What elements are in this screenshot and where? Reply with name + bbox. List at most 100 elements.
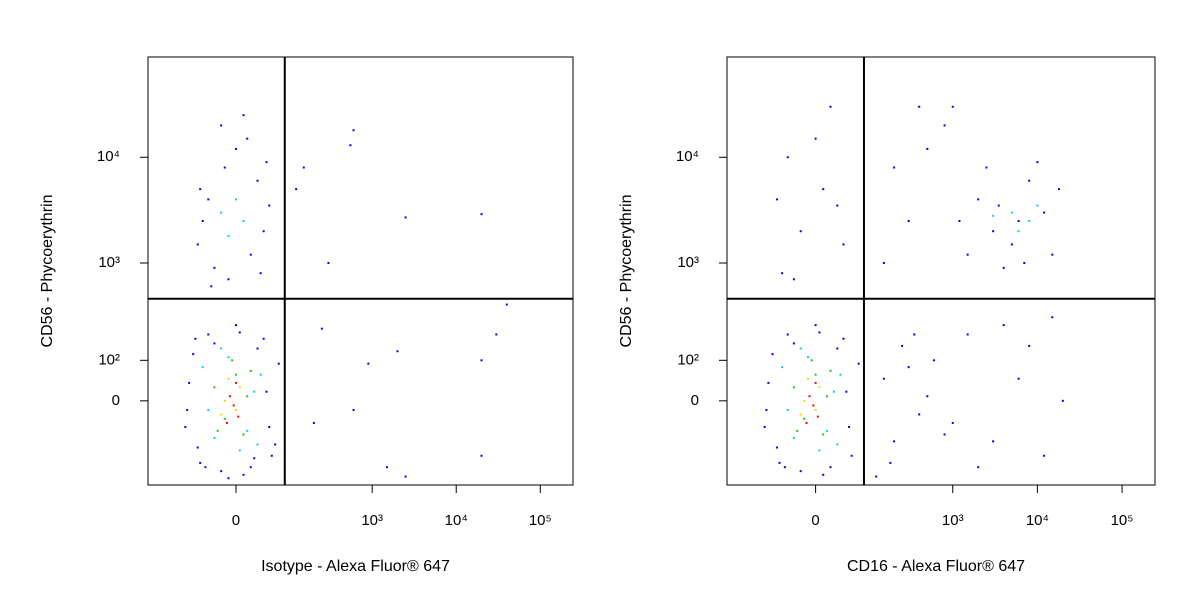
event-dot: [495, 333, 498, 336]
event-dot: [327, 262, 330, 265]
event-dot: [385, 466, 388, 469]
event-dot: [223, 417, 226, 420]
event-dot: [227, 356, 230, 359]
event-dot: [918, 105, 921, 108]
event-dot: [992, 440, 995, 443]
event-dot: [1010, 211, 1013, 214]
event-dot: [234, 324, 237, 327]
event-dot: [242, 473, 245, 476]
event-dot: [227, 235, 230, 238]
event-dot: [213, 266, 216, 269]
event-dot: [765, 408, 768, 411]
event-dot: [818, 331, 821, 334]
event-dot: [997, 204, 1000, 207]
event-dot: [223, 399, 226, 402]
event-dot: [839, 373, 842, 376]
event-dot: [249, 466, 252, 469]
event-dot: [799, 347, 802, 350]
x-tick-label: 10⁵: [1111, 512, 1134, 529]
event-dot: [480, 454, 483, 457]
event-dot: [812, 404, 815, 407]
event-dot: [836, 443, 839, 446]
event-dot: [234, 381, 237, 384]
event-dot: [781, 272, 784, 275]
event-dot: [857, 362, 860, 365]
event-dot: [232, 404, 235, 407]
event-dot: [992, 230, 995, 233]
event-dot: [249, 253, 252, 256]
event-dot: [1036, 204, 1039, 207]
event-dot: [799, 413, 802, 416]
event-dot: [1023, 262, 1026, 265]
event-dot: [201, 219, 204, 222]
x-axis-label: CD16 - Alexa Fluor® 647: [847, 558, 1025, 575]
y-tick-label: 10²: [677, 351, 699, 368]
event-dot: [196, 446, 199, 449]
event-dot: [234, 147, 237, 150]
event-dot: [227, 477, 230, 480]
event-dot: [808, 395, 811, 398]
event-dot: [850, 454, 853, 457]
x-tick-label: 0: [811, 512, 819, 529]
event-dot: [404, 475, 407, 478]
event-dot: [781, 366, 784, 369]
event-dot: [848, 425, 851, 428]
event-dot: [223, 166, 226, 169]
x-axis-label: Isotype - Alexa Fluor® 647: [261, 558, 450, 575]
event-dot: [220, 211, 223, 214]
event-dot: [238, 449, 241, 452]
x-tick-label: 10⁴: [445, 512, 468, 529]
event-dot: [1028, 219, 1031, 222]
event-dot: [783, 466, 786, 469]
event-dot: [829, 369, 832, 372]
event-dot: [933, 359, 936, 362]
event-dot: [814, 373, 817, 376]
event-dot: [213, 437, 216, 440]
event-dot: [234, 373, 237, 376]
y-axis-label: CD56 - Phycoerythrin: [618, 195, 635, 348]
event-dot: [805, 421, 808, 424]
event-dot: [1017, 377, 1020, 380]
event-dot: [806, 356, 809, 359]
event-dot: [312, 421, 315, 424]
event-dot: [199, 461, 202, 464]
event-dot: [882, 262, 885, 265]
event-dot: [818, 386, 821, 389]
event-dot: [913, 333, 916, 336]
x-tick-label: 10⁵: [529, 512, 552, 529]
event-dot: [832, 390, 835, 393]
event-dot: [256, 443, 259, 446]
event-dot: [220, 470, 223, 473]
event-dot: [262, 230, 265, 233]
event-dot: [227, 278, 230, 281]
event-dot: [875, 475, 878, 478]
event-dot: [778, 461, 781, 464]
event-dot: [237, 415, 240, 418]
event-dot: [1051, 253, 1054, 256]
event-dot: [918, 413, 921, 416]
event-dot: [210, 285, 213, 288]
event-dot: [889, 461, 892, 464]
event-dot: [396, 350, 399, 353]
event-dot: [943, 124, 946, 127]
event-dot: [270, 454, 273, 457]
event-dot: [201, 366, 204, 369]
event-dot: [238, 386, 241, 389]
event-dot: [767, 381, 770, 384]
event-dot: [951, 105, 954, 108]
event-dot: [246, 137, 249, 140]
event-dot: [977, 198, 980, 201]
event-dot: [1043, 454, 1046, 457]
event-dot: [1058, 188, 1061, 191]
event-dot: [253, 457, 256, 460]
y-axis-label: CD56 - Phycoerythrin: [39, 195, 56, 348]
event-dot: [199, 188, 202, 191]
y-tick-label: 0: [112, 392, 120, 409]
event-dot: [951, 421, 954, 424]
event-dot: [825, 395, 828, 398]
event-dot: [1002, 324, 1005, 327]
event-dot: [901, 344, 904, 347]
event-dot: [829, 466, 832, 469]
event-dot: [242, 219, 245, 222]
event-dot: [816, 415, 819, 418]
